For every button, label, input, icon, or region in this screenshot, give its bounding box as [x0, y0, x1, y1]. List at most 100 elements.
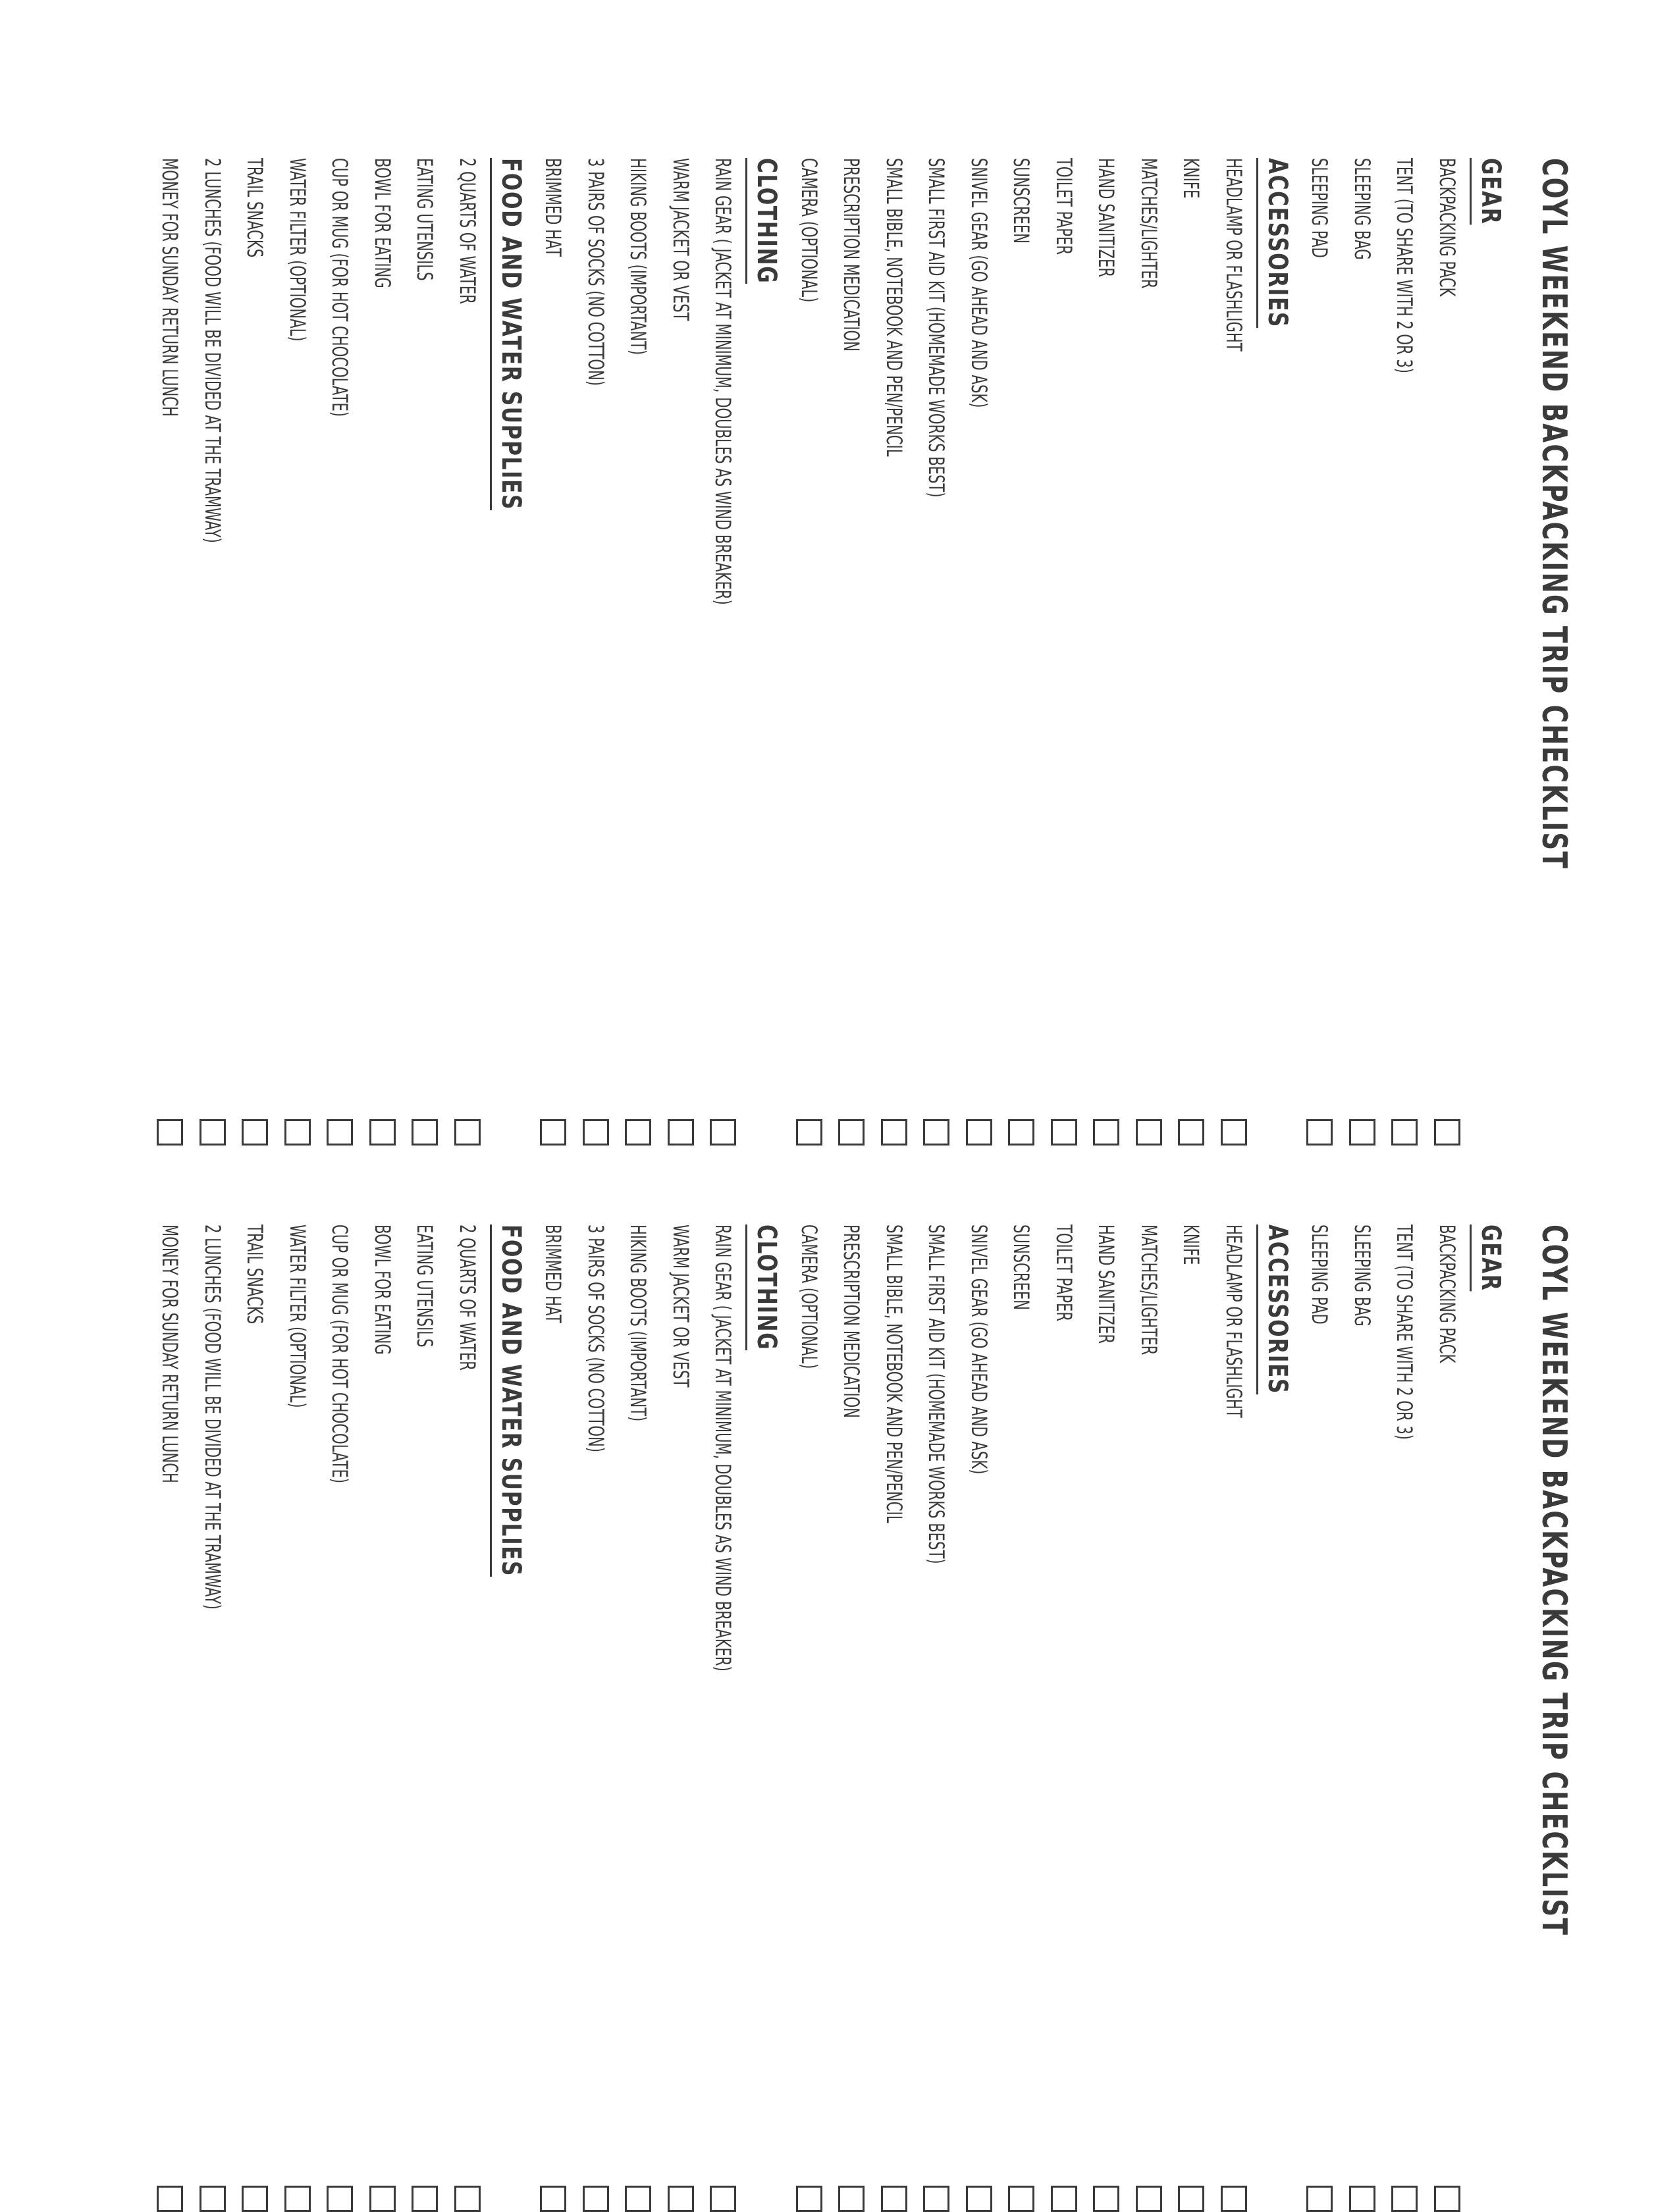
- checkbox[interactable]: [1178, 1119, 1205, 1146]
- checkbox[interactable]: [540, 1119, 567, 1146]
- section-header: GEAR: [1470, 1224, 1512, 2212]
- checkbox[interactable]: [667, 2186, 694, 2212]
- checkbox[interactable]: [710, 2186, 737, 2212]
- checklist-item: HEADLAMP OR FLASHLIGHT: [1213, 158, 1256, 1146]
- checklist-item-label: SLEEPING PAD: [1307, 158, 1333, 258]
- checkbox[interactable]: [369, 1119, 396, 1146]
- checklist-item-label: CUP OR MUG (FOR HOT CHOCOLATE): [327, 158, 353, 417]
- checklist-section: FOOD AND WATER SUPPLIES 2 QUARTS OF WATER…: [149, 1224, 532, 2212]
- checklist-item-label: TOILET PAPER: [1051, 158, 1077, 255]
- checkbox[interactable]: [838, 2186, 865, 2212]
- checkbox[interactable]: [1391, 1119, 1418, 1146]
- checklist-item: PRESCRIPTION MEDICATION: [830, 1224, 873, 2212]
- checkbox[interactable]: [1391, 2186, 1418, 2212]
- checklist-item-label: BRIMMED HAT: [541, 1224, 566, 1323]
- checkbox[interactable]: [880, 1119, 907, 1146]
- checkbox[interactable]: [838, 1119, 865, 1146]
- checkbox[interactable]: [412, 1119, 439, 1146]
- checkbox[interactable]: [1306, 2186, 1333, 2212]
- checklist-item: 3 PAIRS OF SOCKS (NO COTTON): [575, 158, 618, 1146]
- checkbox[interactable]: [1135, 2186, 1162, 2212]
- checkbox[interactable]: [540, 2186, 567, 2212]
- checklist-item-label: CUP OR MUG (FOR HOT CHOCOLATE): [327, 1224, 353, 1484]
- checklist-item-label: EATING UTENSILS: [412, 158, 438, 281]
- checkbox[interactable]: [923, 1119, 950, 1146]
- checkbox[interactable]: [327, 2186, 354, 2212]
- checklist-item-label: WATER FILTER (OPTIONAL): [284, 158, 310, 342]
- checkbox[interactable]: [1008, 1119, 1035, 1146]
- checkbox[interactable]: [1008, 2186, 1035, 2212]
- checkbox[interactable]: [242, 2186, 269, 2212]
- checklist-item: RAIN GEAR ( JACKET AT MINIMUM, DOUBLES A…: [702, 1224, 745, 2212]
- checkbox[interactable]: [157, 2186, 184, 2212]
- checklist-item-label: MONEY FOR SUNDAY RETURN LUNCH: [157, 1224, 183, 1483]
- checkbox[interactable]: [1433, 2186, 1460, 2212]
- section-header: ACCESSORIES: [1256, 158, 1298, 1146]
- checkbox[interactable]: [965, 2186, 992, 2212]
- checklist-item: SUNSCREEN: [1000, 1224, 1043, 2212]
- checkbox[interactable]: [284, 1119, 311, 1146]
- checklist-item: KNIFE: [1170, 158, 1213, 1146]
- checklist-item-label: SLEEPING PAD: [1307, 1224, 1333, 1325]
- checklist-item-label: MATCHES/LIGHTER: [1136, 1224, 1161, 1356]
- checklist-item-label: SMALL BIBLE, NOTEBOOK AND PEN/PENCIL: [881, 158, 907, 457]
- checklist-item-label: BACKPACKING PACK: [1434, 1224, 1460, 1363]
- checkbox[interactable]: [1050, 2186, 1077, 2212]
- checklist-item-label: HAND SANITIZER: [1094, 158, 1119, 277]
- checklist-item: TOILET PAPER: [1043, 1224, 1086, 2212]
- checklist-item: MATCHES/LIGHTER: [1128, 158, 1171, 1146]
- checklist-item-label: RAIN GEAR ( JACKET AT MINIMUM, DOUBLES A…: [710, 158, 736, 605]
- checkbox[interactable]: [710, 1119, 737, 1146]
- checkbox[interactable]: [1306, 1119, 1333, 1146]
- checkbox[interactable]: [923, 2186, 950, 2212]
- checkbox[interactable]: [1348, 1119, 1375, 1146]
- checkbox[interactable]: [880, 2186, 907, 2212]
- checkbox[interactable]: [795, 2186, 822, 2212]
- checkbox[interactable]: [1220, 1119, 1247, 1146]
- checkbox[interactable]: [199, 1119, 226, 1146]
- checkbox[interactable]: [369, 2186, 396, 2212]
- checklist-item-label: SNIVEL GEAR (GO AHEAD AND ASK): [966, 158, 992, 408]
- checklist-item: CAMERA (OPTIONAL): [788, 158, 831, 1146]
- checklist-item: SMALL BIBLE, NOTEBOOK AND PEN/PENCIL: [873, 1224, 916, 2212]
- checkbox[interactable]: [965, 1119, 992, 1146]
- checkbox[interactable]: [1135, 1119, 1162, 1146]
- checklist-item: WATER FILTER (OPTIONAL): [277, 158, 319, 1146]
- checkbox[interactable]: [242, 1119, 269, 1146]
- checkbox[interactable]: [1050, 1119, 1077, 1146]
- checkbox[interactable]: [667, 1119, 694, 1146]
- checklist-item-label: HIKING BOOTS (IMPORTANT): [626, 1224, 651, 1422]
- checkbox[interactable]: [1178, 2186, 1205, 2212]
- checkbox[interactable]: [1348, 2186, 1375, 2212]
- checklist-item: HIKING BOOTS (IMPORTANT): [617, 1224, 660, 2212]
- checklist-item: HAND SANITIZER: [1085, 158, 1128, 1146]
- checklist-item-label: TOILET PAPER: [1051, 1224, 1077, 1322]
- checklist-item-label: 2 QUARTS OF WATER: [454, 158, 480, 304]
- checkbox[interactable]: [454, 2186, 481, 2212]
- checkbox[interactable]: [625, 1119, 652, 1146]
- checkbox[interactable]: [157, 1119, 184, 1146]
- checklist-item: TENT (TO SHARE WITH 2 OR 3): [1383, 158, 1426, 1146]
- checklist-item-label: KNIFE: [1179, 1224, 1204, 1265]
- checklist-item-label: HAND SANITIZER: [1094, 1224, 1119, 1344]
- checklist-item-label: TRAIL SNACKS: [242, 1224, 268, 1325]
- checkbox[interactable]: [582, 1119, 609, 1146]
- checkbox[interactable]: [1093, 2186, 1120, 2212]
- checklist-item: SNIVEL GEAR (GO AHEAD AND ASK): [958, 158, 1001, 1146]
- checklist-item-label: CAMERA (OPTIONAL): [796, 1224, 822, 1369]
- checkbox[interactable]: [1220, 2186, 1247, 2212]
- checkbox[interactable]: [454, 1119, 481, 1146]
- checklist-item: 3 PAIRS OF SOCKS (NO COTTON): [575, 1224, 618, 2212]
- checkbox[interactable]: [327, 1119, 354, 1146]
- checkbox[interactable]: [795, 1119, 822, 1146]
- checkbox[interactable]: [412, 2186, 439, 2212]
- checkbox[interactable]: [284, 2186, 311, 2212]
- section-heading: FOOD AND WATER SUPPLIES: [490, 158, 529, 511]
- checkbox[interactable]: [1093, 1119, 1120, 1146]
- page-title: COYL WEEKEND BACKPACKING TRIP CHECKLIST: [1534, 158, 1574, 870]
- checkbox[interactable]: [625, 2186, 652, 2212]
- checkbox[interactable]: [1433, 1119, 1460, 1146]
- checkbox[interactable]: [582, 2186, 609, 2212]
- checkbox[interactable]: [199, 2186, 226, 2212]
- checklist-section: GEAR BACKPACKING PACK TENT (TO SHARE WITH …: [1298, 158, 1512, 1146]
